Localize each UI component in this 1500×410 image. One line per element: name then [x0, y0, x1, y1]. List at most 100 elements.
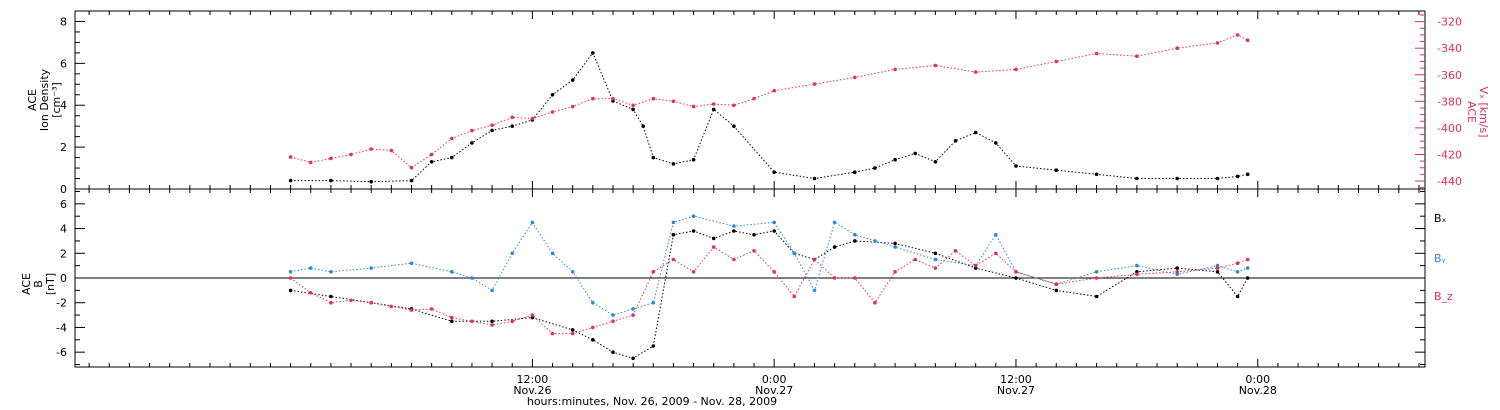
data-point [772, 229, 776, 233]
data-point [1245, 38, 1250, 42]
data-point [550, 251, 555, 256]
bottom-left-axis-label-line1: ACE [20, 273, 33, 295]
data-point [732, 229, 736, 233]
data-point [893, 241, 897, 246]
data-point [711, 236, 716, 241]
data-point [349, 298, 353, 303]
data-point [631, 107, 635, 112]
bottom-left-axis-label-line3: [nT] [44, 273, 57, 295]
data-point [470, 141, 474, 145]
data-point [973, 130, 978, 135]
data-point [1175, 176, 1179, 181]
data-point [651, 300, 656, 305]
x-tick-label-date: Nov.28 [1239, 384, 1277, 397]
data-point [691, 214, 696, 218]
data-point [389, 304, 394, 309]
data-point [510, 115, 514, 120]
data-point [1094, 51, 1099, 56]
data-point [832, 276, 837, 280]
top-series-vx [288, 33, 1250, 170]
data-point [1175, 272, 1179, 277]
x-tick-label-date: Nov.27 [997, 384, 1035, 397]
data-point [853, 232, 857, 237]
data-point [329, 300, 333, 305]
data-point [812, 176, 817, 181]
data-point [1175, 270, 1179, 274]
data-point [329, 270, 333, 274]
bottom-left-tick-label: 0 [60, 272, 67, 285]
data-point [1215, 41, 1220, 45]
data-point [1235, 174, 1240, 179]
data-point [953, 249, 958, 253]
data-point [1135, 263, 1139, 268]
x-tick-label-time: 12:00 [517, 373, 549, 386]
bottom-left-axis-label-line2: B [32, 280, 45, 288]
data-point [732, 124, 736, 128]
data-point [853, 276, 857, 280]
data-point [1215, 270, 1220, 274]
labels-layer: 12:00Nov.260:00Nov.2712:00Nov.270:00Nov.… [56, 15, 1462, 397]
data-point [530, 116, 535, 121]
data-point [732, 257, 736, 262]
data-point [288, 288, 293, 293]
data-point [812, 257, 817, 262]
data-point [1235, 294, 1240, 299]
data-point [671, 99, 676, 104]
data-point [329, 178, 333, 183]
data-point [611, 96, 615, 101]
legend-bz: B_z [1434, 290, 1453, 303]
data-point [873, 166, 877, 170]
data-point [470, 128, 474, 133]
top-right-tick-label: -400 [1437, 122, 1462, 135]
data-point [530, 315, 535, 320]
data-point [450, 136, 454, 141]
data-point [691, 229, 696, 233]
data-point [329, 156, 333, 161]
data-point [973, 266, 978, 270]
data-point [711, 245, 716, 249]
data-point [288, 270, 293, 274]
data-point [1175, 266, 1179, 270]
data-point [631, 356, 635, 361]
data-point [570, 78, 575, 82]
data-point [973, 263, 978, 268]
data-point [1014, 67, 1018, 72]
data-point [591, 338, 595, 342]
top-panel-frame [74, 10, 1426, 190]
data-point [450, 270, 454, 274]
x-tick-label-time: 0:00 [1245, 373, 1270, 386]
top-left-tick-label: 2 [60, 141, 67, 154]
data-point [1054, 282, 1059, 287]
data-point [570, 270, 575, 274]
data-point [1094, 270, 1099, 274]
data-point [1135, 272, 1139, 277]
data-point [550, 331, 555, 336]
x-tick-label-time: 0:00 [762, 373, 787, 386]
legend-bx: Bₓ [1434, 212, 1447, 225]
data-point [691, 157, 696, 162]
x-tick-label-date: Nov.26 [513, 384, 551, 397]
data-point [550, 93, 555, 97]
data-point [671, 232, 676, 237]
data-point [651, 155, 656, 160]
data-point [308, 266, 313, 270]
data-point [530, 220, 535, 225]
data-point [711, 102, 716, 106]
top-left-tick-label: 8 [60, 15, 67, 28]
data-point [1235, 270, 1240, 274]
data-point [1245, 172, 1250, 177]
data-point [490, 323, 494, 327]
data-point [691, 270, 696, 274]
ticks-layer [75, 10, 1425, 367]
data-point [591, 96, 595, 101]
data-point [832, 220, 837, 225]
series-trace [290, 230, 1249, 359]
series-trace [290, 34, 1248, 169]
data-point [530, 313, 535, 317]
data-point [1094, 276, 1099, 280]
bottom-left-tick-label: -2 [56, 297, 67, 310]
data-point [671, 257, 676, 262]
data-point [570, 331, 575, 336]
data-point [490, 319, 494, 324]
top-right-tick-label: -380 [1437, 95, 1462, 108]
